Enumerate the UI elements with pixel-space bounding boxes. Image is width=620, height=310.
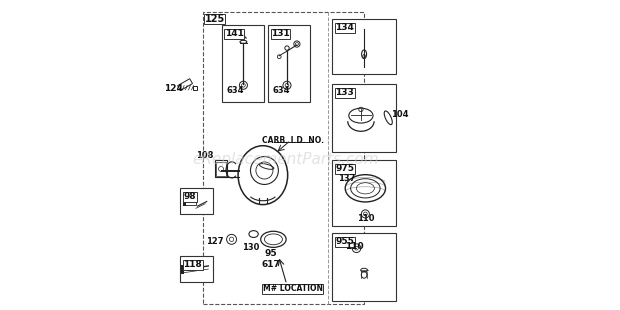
Bar [332,160,396,226]
Text: 975: 975 [335,164,355,173]
Text: 137: 137 [338,174,355,183]
Text: 125: 125 [205,14,225,24]
Text: CARB. I.D. NO.: CARB. I.D. NO. [262,135,324,145]
Text: 108: 108 [196,150,213,160]
Text: 98: 98 [184,192,196,201]
Bar [332,19,396,74]
Text: 134: 134 [335,23,354,32]
Bar [185,201,196,205]
Bar [193,86,197,90]
Text: 955: 955 [335,237,354,246]
Text: M# LOCATION: M# LOCATION [263,284,323,294]
Bar [332,232,396,301]
Text: 118: 118 [184,260,202,269]
Text: 110: 110 [345,242,363,251]
Text: eReplacementParts.com: eReplacementParts.com [192,152,379,167]
Text: 131: 131 [272,29,290,38]
Text: 133: 133 [335,88,354,97]
Text: 634: 634 [226,86,244,95]
Bar [216,162,226,176]
Text: 104: 104 [391,110,408,119]
Text: 130: 130 [242,243,259,252]
Bar [183,201,186,206]
Bar [180,256,213,282]
Text: 124: 124 [164,84,182,93]
Bar [332,84,396,152]
Text: 110: 110 [356,214,374,223]
Bar [181,265,184,274]
Bar [203,12,365,304]
Bar [180,188,213,214]
Bar [268,25,310,102]
Bar [178,79,192,91]
Text: 141: 141 [224,29,244,38]
Bar [215,160,227,177]
Text: 95: 95 [265,249,278,258]
Text: 634: 634 [273,86,290,95]
Text: 617: 617 [262,260,281,269]
Text: 127: 127 [206,237,223,246]
Bar [222,25,264,102]
